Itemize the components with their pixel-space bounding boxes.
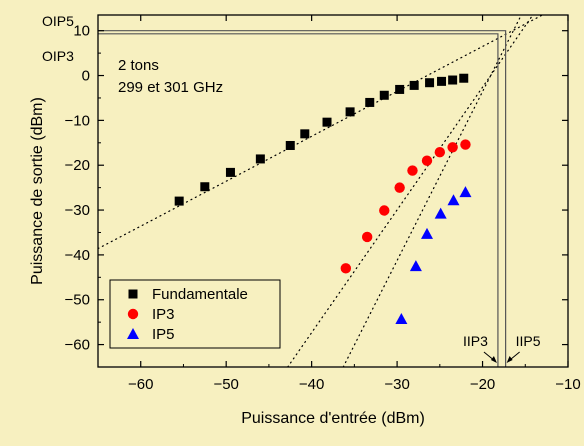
legend-marker-ip5 xyxy=(127,328,139,339)
annotation-line-2: 299 et 301 GHz xyxy=(118,79,223,96)
point-fundamentale xyxy=(448,75,458,85)
point-ip3 xyxy=(447,142,458,153)
x-tick-label: −40 xyxy=(299,376,324,393)
point-fundamentale xyxy=(409,80,419,90)
oip5-label: OIP5 xyxy=(42,13,74,29)
point-ip5 xyxy=(447,194,460,206)
point-ip5 xyxy=(421,227,433,239)
legend: Fundamentale IP3 IP5 xyxy=(109,279,281,349)
x-axis-label: Puissance d'entrée (dBm) xyxy=(241,410,425,427)
x-tick-label: −10 xyxy=(555,376,580,393)
point-fundamentale xyxy=(225,167,235,177)
x-tick-label: −30 xyxy=(384,376,409,393)
point-fundamentale xyxy=(345,107,355,117)
point-fundamentale xyxy=(285,140,295,150)
point-fundamentale xyxy=(200,182,210,192)
data-points xyxy=(174,73,472,325)
fit-lines xyxy=(98,15,544,367)
intercept-labels: OIP5 OIP3 IIP3 IIP5 xyxy=(42,13,541,363)
x-tick-label: −20 xyxy=(470,376,495,393)
point-ip3 xyxy=(340,263,352,274)
point-fundamentale xyxy=(365,97,375,107)
annotation: 2 tons 299 et 301 GHz xyxy=(118,57,223,96)
point-ip5 xyxy=(459,186,472,198)
point-ip3 xyxy=(394,182,405,193)
y-tick-label: −40 xyxy=(65,247,90,264)
legend-box xyxy=(109,279,281,349)
point-fundamentale xyxy=(459,73,469,83)
point-ip3 xyxy=(407,165,418,176)
y-tick-label: −20 xyxy=(65,157,90,174)
point-fundamentale xyxy=(255,154,265,164)
y-tick-label: 10 xyxy=(73,23,90,40)
point-ip3 xyxy=(421,155,433,166)
plot-frame xyxy=(97,14,569,368)
axis-ticks: −60 −50 −40 −30 −20 −10 10 0 −10 −20 −30 −40 −50 −60 xyxy=(65,15,581,393)
point-ip5 xyxy=(434,207,447,219)
y-tick-label: −50 xyxy=(65,292,90,309)
fit-line-ip5 xyxy=(342,16,521,367)
intercept-line-oip5 xyxy=(98,30,507,367)
point-ip3 xyxy=(460,139,471,150)
y-tick-label: −30 xyxy=(65,202,90,219)
point-ip5 xyxy=(409,260,422,272)
legend-marker-ip3 xyxy=(127,308,139,320)
oip3-label: OIP3 xyxy=(42,48,74,64)
point-fundamentale xyxy=(174,196,184,206)
point-ip3 xyxy=(361,231,373,243)
intercept-lines xyxy=(98,30,507,367)
legend-marker-fundamentale xyxy=(128,289,138,299)
point-fundamentale xyxy=(379,90,389,100)
point-fundamentale xyxy=(395,84,405,94)
annotation-line-1: 2 tons xyxy=(118,57,159,74)
fit-line-ip3 xyxy=(287,16,532,367)
point-ip3 xyxy=(379,205,390,216)
point-ip3 xyxy=(434,147,446,158)
x-tick-label: −50 xyxy=(213,376,238,393)
point-fundamentale xyxy=(300,129,310,139)
iip5-label: IIP5 xyxy=(516,333,541,349)
iip3-arrowhead xyxy=(490,356,497,363)
point-fundamentale xyxy=(437,76,447,86)
legend-label-fundamentale: Fundamentale xyxy=(152,286,248,303)
legend-label-ip5: IP5 xyxy=(152,326,175,343)
iip3-label: IIP3 xyxy=(463,333,488,349)
iip5-arrowhead xyxy=(506,356,513,363)
point-fundamentale xyxy=(425,78,435,88)
x-tick-label: −60 xyxy=(128,376,153,393)
point-fundamentale xyxy=(322,117,332,127)
y-tick-label: −10 xyxy=(65,112,90,129)
point-ip5 xyxy=(395,313,408,325)
legend-label-ip3: IP3 xyxy=(152,306,175,323)
fit-line-fundamentale xyxy=(98,15,544,250)
y-tick-label: −60 xyxy=(65,337,90,354)
y-tick-label: 0 xyxy=(82,68,90,85)
intercept-line-oip3 xyxy=(98,33,499,367)
y-axis-label: Puissance de sortie (dBm) xyxy=(29,97,46,285)
